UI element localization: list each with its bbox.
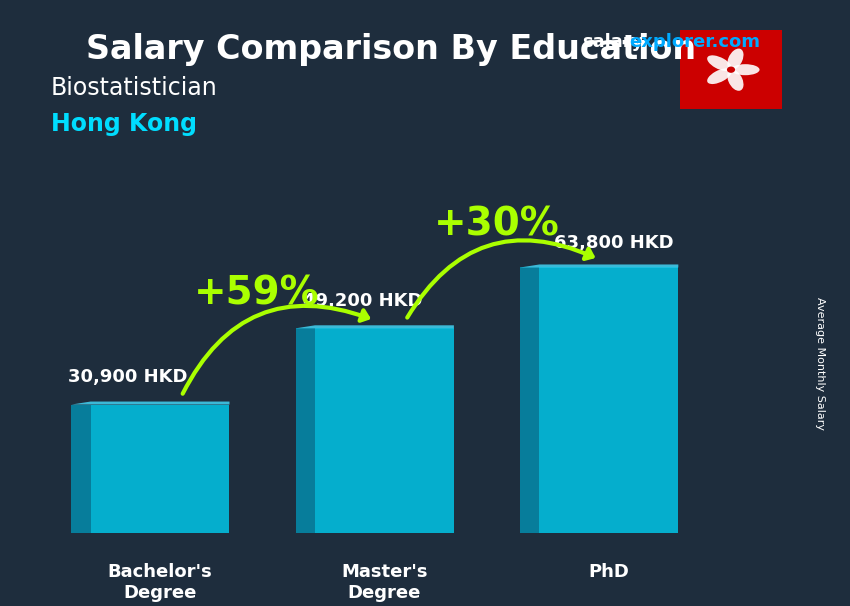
Bar [71,405,91,533]
Bar [520,267,540,533]
Polygon shape [296,325,454,328]
Text: +30%: +30% [434,205,559,244]
Text: 30,900 HKD: 30,900 HKD [68,368,188,386]
Text: 63,800 HKD: 63,800 HKD [554,235,674,253]
Bar [315,328,454,533]
Polygon shape [520,264,678,267]
Bar [91,405,230,533]
Text: Biostatistician: Biostatistician [51,76,218,100]
Text: Hong Kong: Hong Kong [51,112,197,136]
Text: Master's
Degree: Master's Degree [341,564,428,602]
Bar [540,267,678,533]
Text: explorer.com: explorer.com [629,33,760,52]
Circle shape [727,67,735,73]
Ellipse shape [728,70,744,91]
Polygon shape [71,402,230,405]
Text: 49,200 HKD: 49,200 HKD [303,292,422,310]
Bar [296,328,315,533]
Text: +59%: +59% [194,274,319,312]
Ellipse shape [707,55,732,71]
Ellipse shape [707,68,732,84]
Text: salary: salary [582,33,643,52]
Text: Salary Comparison By Education: Salary Comparison By Education [86,33,696,66]
Text: Average Monthly Salary: Average Monthly Salary [815,297,825,430]
Text: Bachelor's
Degree: Bachelor's Degree [108,564,212,602]
Ellipse shape [731,64,760,75]
Ellipse shape [728,48,744,70]
Text: PhD: PhD [588,564,629,581]
